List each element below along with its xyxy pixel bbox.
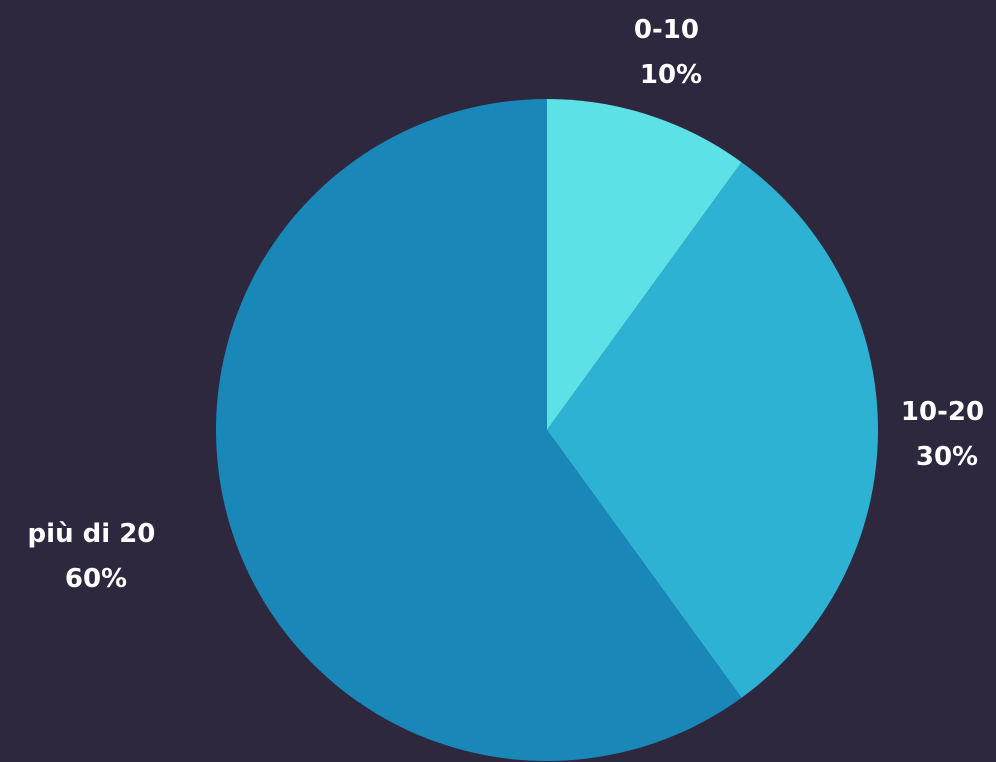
pie-slice-0-10 [547,99,742,430]
slice-percent-label: 30% [916,442,978,472]
pie-slice-10-20 [547,162,879,698]
slice-percent-label: 60% [65,564,127,594]
slice-category-label: più di 20 [28,519,156,549]
slice-category-label: 10-20 [901,397,984,427]
pie-slices [216,99,879,762]
slice-label-piu-di-20: più di 20 60% [28,519,165,594]
pie-labels: 0-10 10% 10-20 30% più di 20 60% [28,15,993,594]
slice-label-0-10: 0-10 10% [634,15,708,90]
pie-slice-pi-di-20 [216,99,742,762]
slice-label-10-20: 10-20 30% [901,397,993,472]
slice-percent-label: 10% [640,60,702,90]
slice-category-label: 0-10 [634,15,699,45]
